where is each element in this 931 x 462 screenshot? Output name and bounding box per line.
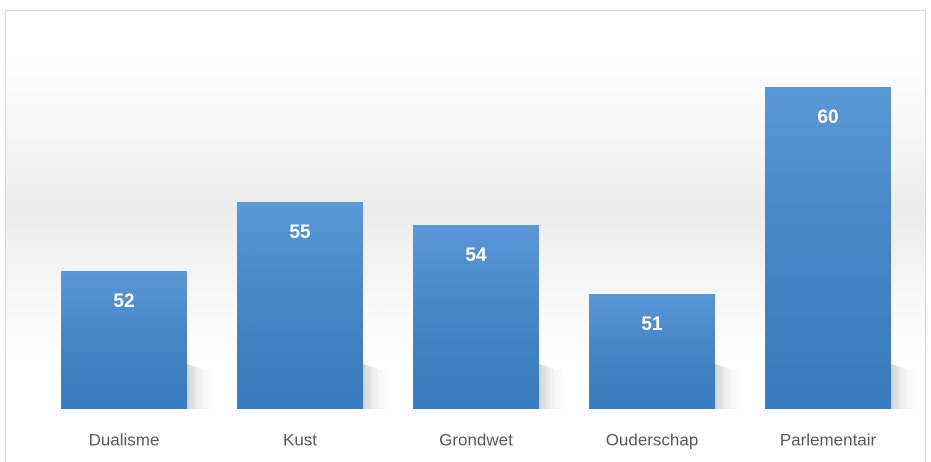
bar-shade <box>61 271 187 409</box>
bar-shadow <box>891 364 921 409</box>
value-label: 54 <box>465 245 487 266</box>
bar-shade <box>413 225 539 409</box>
bars: Dualisme 52 Kust 55 Grondwet 54 Ouderschap 51 Pa… <box>61 87 921 449</box>
x-tick-label: Kust <box>283 430 317 449</box>
bar-shade <box>589 294 715 409</box>
x-tick-label: Dualisme <box>89 430 160 449</box>
value-label: 51 <box>641 314 663 335</box>
bar-shade <box>237 202 363 409</box>
x-tick-label: Ouderschap <box>606 430 699 449</box>
bar-shadow <box>187 364 217 409</box>
value-label: 52 <box>113 291 134 312</box>
bar-shade <box>765 87 891 409</box>
bar-shadow <box>539 364 569 409</box>
bar-shadow <box>715 364 745 409</box>
value-label: 60 <box>817 107 838 128</box>
bar-shadow <box>363 364 393 409</box>
x-tick-label: Parlementair <box>780 430 877 449</box>
x-tick-label: Grondwet <box>439 430 513 449</box>
value-label: 55 <box>289 222 311 243</box>
